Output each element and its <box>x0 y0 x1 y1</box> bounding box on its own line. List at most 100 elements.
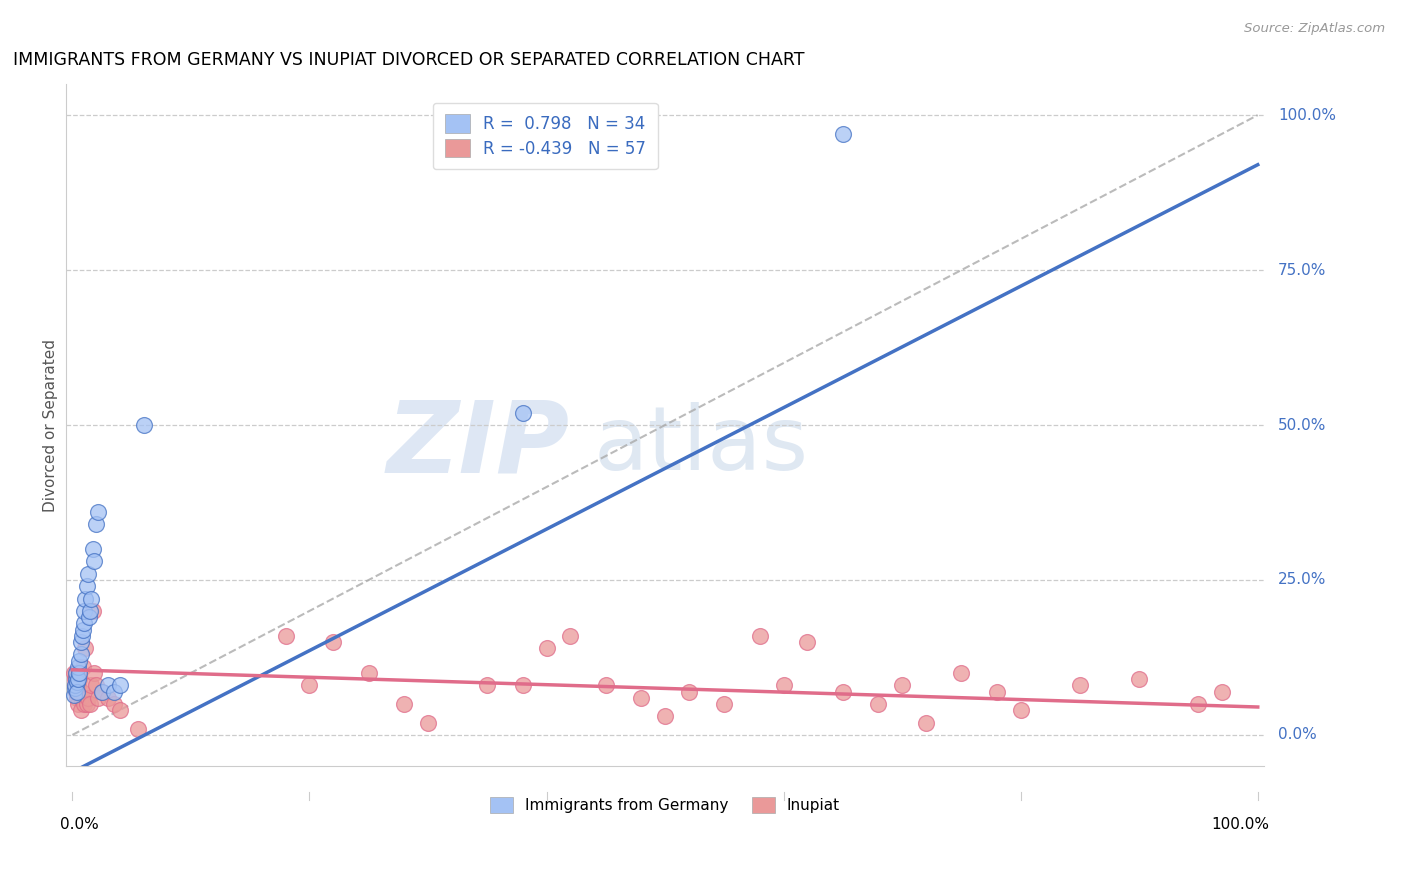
Text: IMMIGRANTS FROM GERMANY VS INUPIAT DIVORCED OR SEPARATED CORRELATION CHART: IMMIGRANTS FROM GERMANY VS INUPIAT DIVOR… <box>13 51 804 69</box>
Point <box>91 684 114 698</box>
Point <box>512 678 534 692</box>
Point <box>70 629 93 643</box>
Point <box>69 635 91 649</box>
Point <box>772 678 794 692</box>
Point <box>82 604 104 618</box>
Point <box>73 697 96 711</box>
Point <box>536 641 558 656</box>
Point <box>77 610 100 624</box>
Point <box>66 690 89 705</box>
Point <box>76 690 98 705</box>
Point <box>654 709 676 723</box>
Point <box>84 517 107 532</box>
Text: 100.0%: 100.0% <box>1212 817 1270 832</box>
Point <box>1069 678 1091 692</box>
Point <box>65 665 87 680</box>
Point <box>67 697 90 711</box>
Point <box>72 659 94 673</box>
Point <box>97 690 120 705</box>
Point <box>891 678 914 692</box>
Point <box>67 659 90 673</box>
Point <box>82 541 104 556</box>
Point <box>75 641 97 656</box>
Point <box>97 678 120 692</box>
Point <box>62 665 84 680</box>
Text: Source: ZipAtlas.com: Source: ZipAtlas.com <box>1244 22 1385 36</box>
Point <box>132 417 155 432</box>
Point <box>69 653 91 667</box>
Point <box>76 579 98 593</box>
Point <box>274 629 297 643</box>
Text: atlas: atlas <box>593 402 808 489</box>
Point <box>76 697 98 711</box>
Point <box>560 629 582 643</box>
Point <box>63 672 86 686</box>
Point <box>394 697 416 711</box>
Text: ZIP: ZIP <box>387 397 569 494</box>
Text: 0.0%: 0.0% <box>1278 727 1317 742</box>
Point <box>80 591 103 606</box>
Point <box>75 591 97 606</box>
Point <box>69 648 91 662</box>
Point <box>73 604 96 618</box>
Point <box>748 629 770 643</box>
Text: 25.0%: 25.0% <box>1278 573 1326 588</box>
Point <box>678 684 700 698</box>
Text: 0.0%: 0.0% <box>60 817 100 832</box>
Text: 100.0%: 100.0% <box>1278 108 1336 122</box>
Point <box>72 623 94 637</box>
Point <box>108 678 131 692</box>
Point <box>357 665 380 680</box>
Point <box>950 665 973 680</box>
Point <box>986 684 1008 698</box>
Text: 75.0%: 75.0% <box>1278 262 1326 277</box>
Point <box>477 678 499 692</box>
Point <box>322 635 344 649</box>
Point <box>87 505 110 519</box>
Point <box>67 672 90 686</box>
Point <box>70 684 93 698</box>
Text: 50.0%: 50.0% <box>1278 417 1326 433</box>
Y-axis label: Divorced or Separated: Divorced or Separated <box>44 338 58 511</box>
Point <box>79 697 101 711</box>
Point <box>69 690 91 705</box>
Point <box>91 684 114 698</box>
Point <box>69 665 91 680</box>
Point <box>796 635 818 649</box>
Point <box>62 688 84 702</box>
Point <box>83 554 105 568</box>
Point <box>66 684 89 698</box>
Point <box>65 672 87 686</box>
Point <box>298 678 321 692</box>
Point <box>713 697 735 711</box>
Point <box>66 675 89 690</box>
Point <box>1211 684 1233 698</box>
Point <box>416 715 439 730</box>
Point <box>69 703 91 717</box>
Legend: Immigrants from Germany, Inupiat: Immigrants from Germany, Inupiat <box>484 790 846 820</box>
Point <box>103 684 125 698</box>
Point <box>915 715 938 730</box>
Point <box>84 678 107 692</box>
Point <box>108 703 131 717</box>
Point <box>76 566 98 581</box>
Point <box>1010 703 1032 717</box>
Point <box>1128 672 1150 686</box>
Point <box>83 665 105 680</box>
Point <box>79 604 101 618</box>
Point <box>1187 697 1209 711</box>
Point <box>127 722 149 736</box>
Point <box>65 684 87 698</box>
Point <box>65 665 87 680</box>
Point <box>87 690 110 705</box>
Point <box>103 697 125 711</box>
Point <box>831 127 853 141</box>
Point <box>63 678 86 692</box>
Point <box>67 678 90 692</box>
Point <box>63 678 86 692</box>
Point <box>831 684 853 698</box>
Point <box>69 672 91 686</box>
Point <box>73 616 96 631</box>
Point <box>595 678 617 692</box>
Point <box>512 406 534 420</box>
